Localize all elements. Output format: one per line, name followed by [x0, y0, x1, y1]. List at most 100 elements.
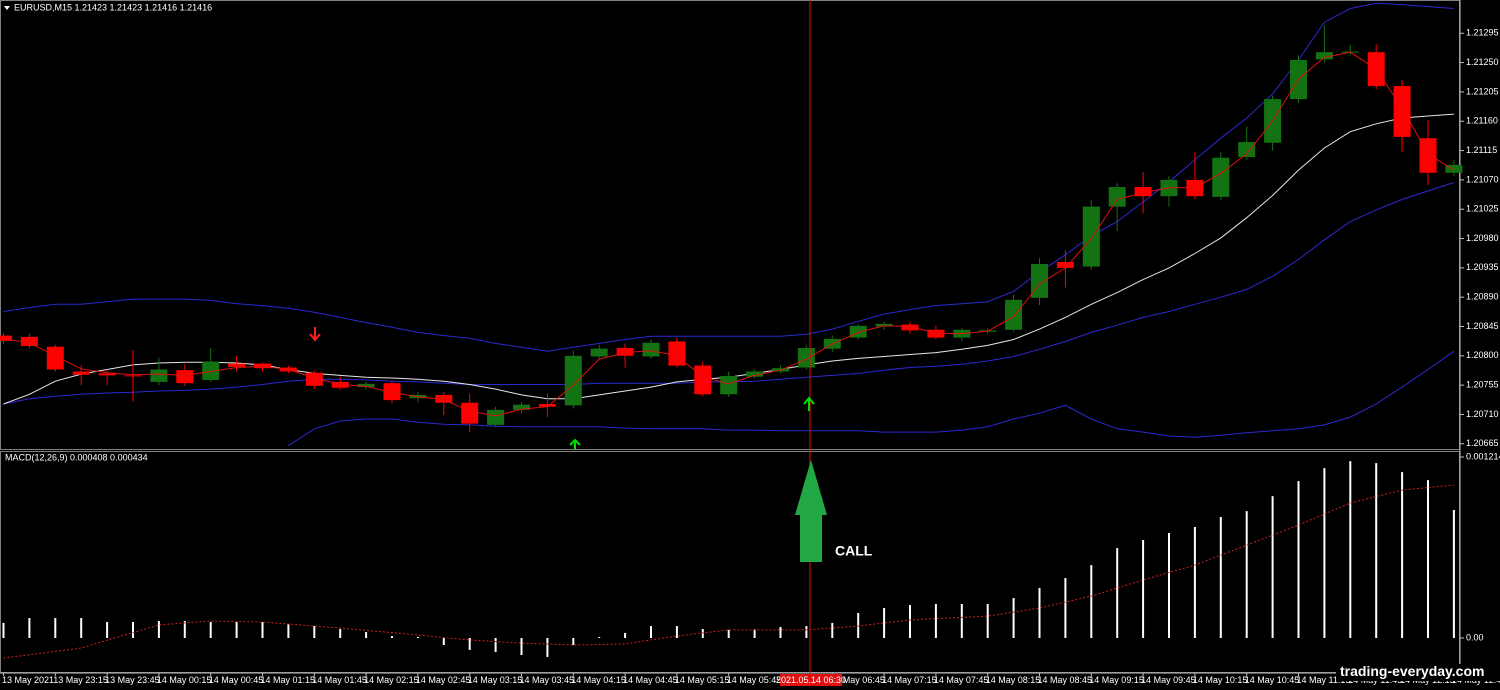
buy-arrow: [569, 438, 581, 449]
call-annotation: CALL: [835, 543, 873, 559]
x-tick-label: 14 May 00:45: [209, 675, 264, 685]
candle-body: [487, 409, 505, 425]
candle-body: [150, 369, 168, 382]
x-tick-label: 14 May 01:15: [261, 675, 316, 685]
y-tick-label: 1.21295: [1466, 28, 1499, 38]
y-tick-label: 0.00: [1466, 632, 1484, 642]
candle-body: [590, 348, 608, 357]
y-tick-label: 1.20935: [1466, 262, 1499, 272]
x-tick-label: 14 May 04:45: [623, 675, 678, 685]
y-tick-label: 1.20800: [1466, 350, 1499, 360]
candle-body: [513, 404, 530, 410]
watermark-box: [1336, 664, 1500, 681]
candle-body: [1238, 142, 1256, 158]
crosshair-time-label: 2021.05.14 06:30: [776, 675, 846, 685]
candle-body: [1212, 157, 1230, 197]
candle-body: [1056, 261, 1074, 268]
x-tick-label: 14 May 04:15: [571, 675, 626, 685]
candle-body: [357, 383, 375, 388]
x-tick-label: 14 May 02:45: [416, 675, 471, 685]
candle-body: [1108, 187, 1126, 207]
candle-body: [668, 341, 686, 366]
x-tick-label: 13 May 2021: [2, 675, 54, 685]
call-arrow: [795, 460, 827, 562]
x-tick-label: 14 May 07:45: [934, 675, 989, 685]
y-tick-label: 1.20980: [1466, 233, 1499, 243]
candle-body: [746, 371, 764, 377]
x-tick-label: 14 May 03:45: [520, 675, 575, 685]
macd-panel-frame: [0, 451, 1460, 673]
x-tick-label: 14 May 00:15: [157, 675, 212, 685]
candle-body: [642, 342, 660, 357]
candle-body: [1445, 164, 1463, 173]
x-tick-label: 14 May 07:15: [882, 675, 937, 685]
candle-body: [927, 329, 945, 338]
candle-body: [1082, 206, 1100, 267]
y-tick-label: 1.20845: [1466, 321, 1499, 331]
candle-body: [1134, 187, 1152, 197]
y-tick-label: 1.21115: [1466, 145, 1497, 155]
y-tick-label: 1.20755: [1466, 380, 1499, 390]
x-tick-label: 14 May 03:15: [468, 675, 523, 685]
candle-body: [461, 402, 479, 424]
x-tick-label: 14 May 05:15: [675, 675, 730, 685]
main-title: EURUSD,M15 1.21423 1.21423 1.21416 1.214…: [14, 2, 212, 12]
candle-body: [1005, 299, 1023, 330]
candle-body: [901, 324, 919, 331]
x-tick-label: 14 May 08:45: [1038, 675, 1093, 685]
x-tick-label: 14 May 10:45: [1245, 675, 1300, 685]
candle-body: [849, 325, 867, 338]
y-tick-label: 1.21160: [1466, 116, 1498, 126]
candle-body: [797, 348, 815, 368]
candle-body: [564, 355, 582, 406]
y-tick-label: 1.21025: [1466, 204, 1499, 214]
candle-body: [875, 323, 893, 327]
candle-body: [383, 383, 401, 401]
signal-line: [3, 484, 1454, 659]
candle-body: [305, 372, 323, 386]
y-tick-label: 1.21070: [1466, 174, 1499, 184]
candle-body: [694, 365, 712, 395]
macd-title: MACD(12,26,9) 0.000408 0.000434: [5, 452, 148, 462]
candle-body: [1315, 52, 1333, 60]
x-tick-label: 13 May 23:15: [53, 675, 108, 685]
candle-body: [616, 348, 634, 356]
x-tick-label: 14 May 08:15: [986, 675, 1041, 685]
candle-body: [1393, 86, 1411, 137]
candle-body: [176, 370, 194, 384]
x-tick-label: 14 May 09:45: [1141, 675, 1196, 685]
y-tick-label: 0.001214: [1466, 451, 1500, 461]
indicator-line: [3, 51, 1455, 417]
candle-body: [720, 376, 738, 395]
candle-body: [20, 336, 38, 347]
x-tick-label: 14 May 09:15: [1089, 675, 1144, 685]
candle-body: [228, 363, 246, 367]
watermark: trading-everyday.com: [1340, 663, 1484, 679]
y-tick-label: 1.20710: [1466, 409, 1499, 419]
y-tick-label: 1.21205: [1466, 86, 1499, 96]
candle-body: [72, 371, 90, 375]
buy-arrow: [803, 396, 815, 411]
x-tick-label: 14 May 10:15: [1193, 675, 1248, 685]
indicator-line: [3, 113, 1454, 405]
candle-body: [0, 335, 12, 341]
indicator-line: [288, 350, 1455, 447]
sell-arrow: [309, 327, 321, 342]
x-tick-label: 14 May 06:45: [830, 675, 885, 685]
candle-body: [46, 346, 64, 370]
y-tick-label: 1.20890: [1466, 292, 1499, 302]
x-tick-label: 13 May 23:45: [105, 675, 160, 685]
y-tick-label: 1.20665: [1466, 438, 1499, 448]
candle-body: [202, 361, 220, 380]
indicator-line: [3, 182, 1455, 405]
indicator-line: [3, 2, 1454, 352]
y-tick-label: 1.21250: [1466, 57, 1499, 67]
x-tick-label: 14 May 02:15: [364, 675, 419, 685]
candle-body: [435, 394, 453, 403]
x-tick-label: 14 May 05:45: [727, 675, 782, 685]
x-tick-label: 14 May 01:45: [312, 675, 367, 685]
candle-body: [538, 404, 556, 407]
candle-body: [98, 373, 116, 376]
candle-body: [124, 375, 142, 377]
